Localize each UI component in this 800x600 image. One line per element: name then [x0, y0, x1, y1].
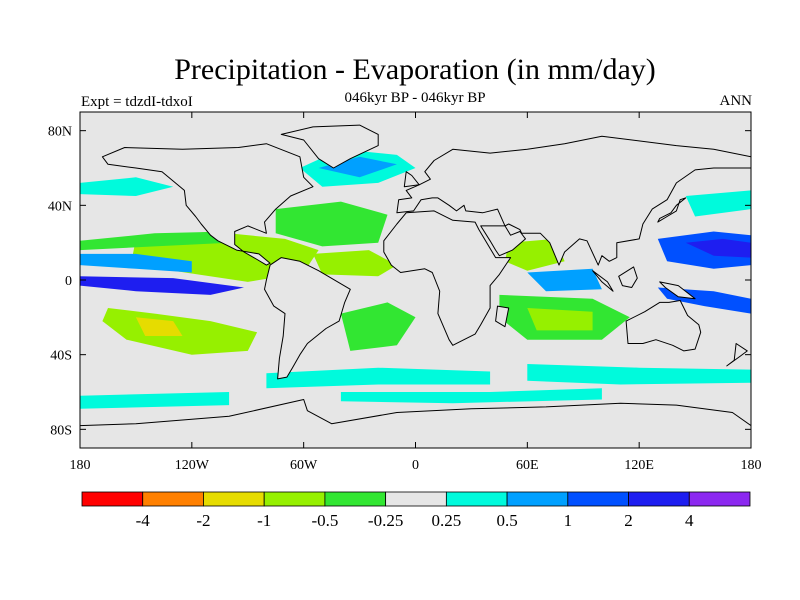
landmass-new-zealand [726, 343, 748, 367]
x-tick-label: 0 [412, 458, 419, 473]
pme-region-central-pacific-deep [80, 276, 244, 295]
y-tick-label: 80N [48, 125, 72, 140]
x-tick-label: 60E [516, 458, 539, 473]
colorbar-label: 4 [685, 511, 694, 530]
map-subtitle: 046kyr BP - 046kyr BP [344, 90, 486, 106]
colorbar-swatch [385, 491, 447, 507]
pme-region-south-atlantic-green [340, 302, 416, 351]
pme-region-atlantic-subtropical-green [275, 201, 388, 247]
pme-region-southern-ocean-cyan-2 [527, 364, 751, 385]
pme-region-northwest-pacific-cyan [685, 190, 751, 217]
map-title: Precipitation - Evaporation (in mm/day) [174, 53, 656, 86]
landmass-greenland [280, 124, 379, 169]
landmass-south-america [264, 257, 351, 380]
landmass-madagascar [495, 305, 510, 328]
x-tick-label: 60W [290, 458, 318, 473]
landmass-great-britain [403, 171, 420, 188]
colorbar-label: -2 [196, 511, 210, 530]
colorbar-swatch [567, 491, 629, 507]
landmass-antarctica [80, 399, 751, 448]
x-tick-label: 120E [624, 458, 654, 473]
colorbar-label: -0.5 [311, 511, 338, 530]
landmass-sumatra [592, 270, 614, 292]
landmass-eurasia [396, 135, 751, 266]
colorbar-swatch [142, 491, 204, 507]
pme-region-central-pacific-blue [80, 253, 192, 273]
pme-region-arabian-sea-green [505, 238, 565, 271]
landmass-japan [657, 197, 687, 223]
y-tick-label: 40N [48, 199, 72, 214]
colorbar-swatch [203, 491, 265, 507]
landmass-africa [383, 210, 512, 346]
colorbar-swatch [506, 491, 569, 507]
colorbar-swatch [81, 491, 144, 507]
landmass-borneo [618, 266, 638, 288]
colorbar-label: 0.5 [496, 511, 517, 530]
x-tick-label: 120W [175, 458, 210, 473]
pme-region-north-pacific-cyan [80, 177, 174, 196]
colorbar-swatch [628, 491, 690, 507]
x-tick-label: 180 [70, 458, 91, 473]
x-tick-label: 180 [741, 458, 762, 473]
landmass-north-america [101, 143, 314, 266]
pme-region-atlantic-itcz-green [313, 250, 397, 277]
colorbar-label: 0.25 [431, 511, 461, 530]
pme-field-layer [80, 149, 751, 409]
pme-region-indian-ocean-yellow [527, 308, 593, 331]
season-label: ANN [719, 93, 753, 109]
y-tick-label: 80S [50, 423, 72, 438]
pme-region-south-pacific-yellow [135, 317, 183, 336]
colorbar-label: 1 [564, 511, 573, 530]
colorbar-swatch [445, 491, 508, 507]
coastline-layer [80, 124, 751, 448]
pme-region-north-pacific-north-band [80, 231, 230, 251]
colorbar-swatch [688, 491, 751, 507]
experiment-label: Expt = tdzdI-tdxoI [81, 94, 193, 110]
pme-region-southern-ocean-cyan-1 [266, 367, 491, 389]
y-tick-label: 40S [50, 349, 72, 364]
landmass-new-guinea [659, 281, 696, 300]
colorbar-swatch [324, 491, 387, 507]
pme-region-southern-ocean-cyan-4 [340, 388, 602, 404]
y-tick-label: 0 [65, 274, 72, 289]
pme-region-west-pacific-deep [685, 238, 751, 258]
colorbar-label: -4 [136, 511, 151, 530]
pme-region-southern-ocean-cyan-3 [80, 392, 230, 409]
colorbar: -4 -2 -1 -0.5 -0.25 0.25 0.5 1 2 4 [81, 491, 751, 530]
pme-region-north-atlantic-blue [318, 156, 397, 178]
colorbar-label: -1 [257, 511, 271, 530]
landmass-australia [625, 300, 702, 352]
colorbar-swatch [263, 491, 326, 507]
colorbar-label: 2 [624, 511, 633, 530]
colorbar-label: -0.25 [368, 511, 403, 530]
axis-ticks: 180 120W 60W 0 60E 120E 180 80N 40N 0 40S 80S [48, 112, 762, 473]
pme-region-equatorial-indian-blue [527, 268, 602, 292]
landmass-arabia [480, 225, 526, 257]
